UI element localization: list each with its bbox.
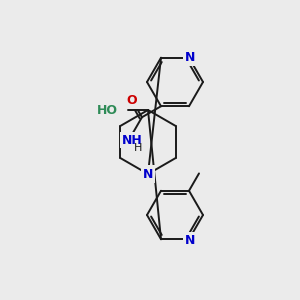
Text: HO: HO: [97, 103, 118, 116]
Text: N: N: [143, 167, 153, 181]
Text: N: N: [185, 51, 195, 64]
Text: H: H: [134, 143, 142, 153]
Text: NH: NH: [122, 134, 142, 147]
Text: N: N: [185, 234, 195, 247]
Text: O: O: [127, 94, 137, 107]
